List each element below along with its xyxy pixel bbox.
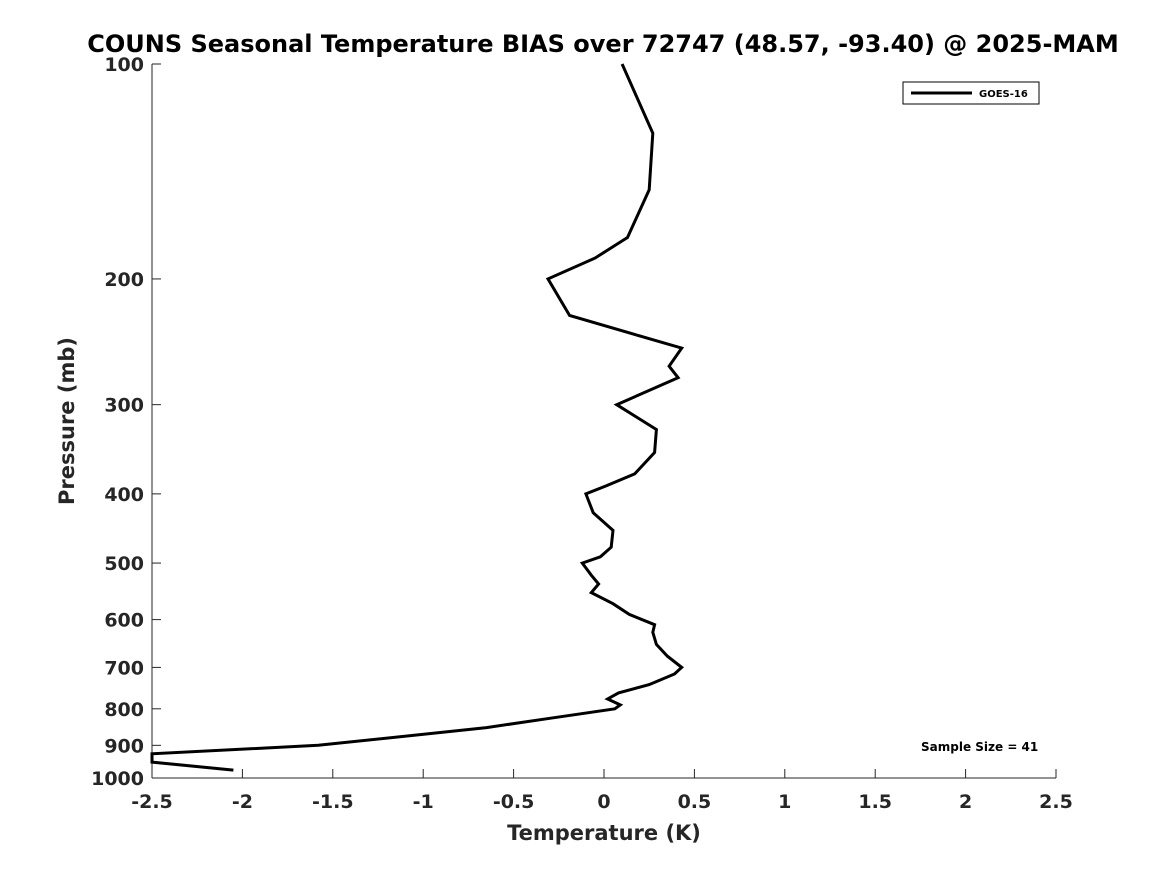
x-tick-label: 1	[778, 791, 791, 813]
y-axis-label: Pressure (mb)	[55, 337, 79, 505]
y-tick-label: 300	[104, 395, 144, 417]
y-tick-label: 1000	[91, 768, 144, 790]
series-layer	[150, 63, 685, 772]
ticks-layer: -2.5 -2 -1.5 -1 -0.5 0 0.5 1 1.5 2 2.5 100 200 300 400…	[91, 54, 1073, 813]
x-tick-label: 0	[597, 791, 610, 813]
x-tick-label: -1	[413, 791, 434, 813]
legend-label: GOES-16	[979, 89, 1028, 100]
series-line-goes-16	[150, 63, 685, 772]
x-tick-label: 1.5	[858, 791, 892, 813]
x-tick-label: -1.5	[312, 791, 354, 813]
x-tick-label: 0.5	[678, 791, 712, 813]
y-tick-label: 500	[104, 553, 144, 575]
x-tick-label: 2	[959, 791, 972, 813]
legend: GOES-16	[902, 81, 1040, 105]
x-axis-label: Temperature (K)	[507, 821, 701, 845]
y-tick-label: 400	[104, 484, 144, 506]
x-tick-label: -2.5	[131, 791, 173, 813]
y-tick-label: 700	[104, 657, 144, 679]
sample-size-annotation: Sample Size = 41	[921, 740, 1038, 754]
x-tick-label: -2	[232, 791, 253, 813]
y-tick-label: 200	[104, 269, 144, 291]
y-tick-label: 900	[104, 735, 144, 757]
y-tick-label: 100	[104, 54, 144, 76]
y-tick-label: 600	[104, 610, 144, 632]
y-tick-label: 800	[104, 699, 144, 721]
chart-title: COUNS Seasonal Temperature BIAS over 727…	[87, 30, 1119, 58]
x-tick-label: 2.5	[1039, 791, 1073, 813]
x-tick-label: -0.5	[493, 791, 535, 813]
